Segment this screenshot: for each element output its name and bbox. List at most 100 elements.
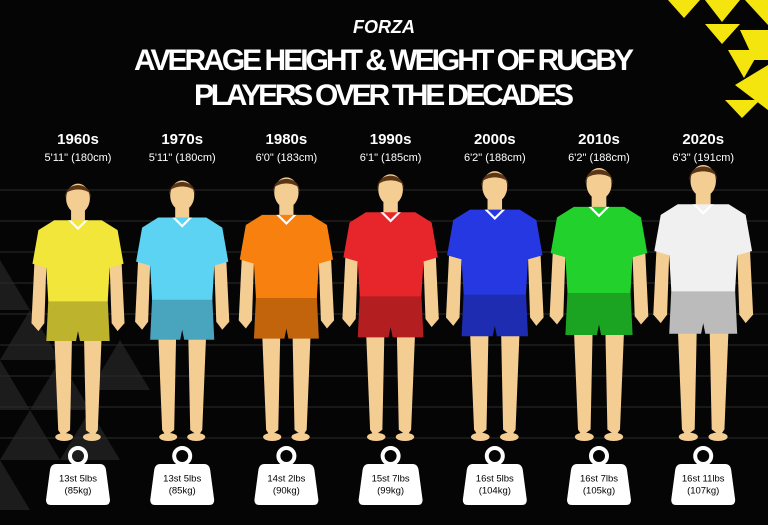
player: 1960s 5'11" (180cm) 13st 5lbs(85kg) <box>31 131 125 505</box>
weight-icon: 16st 11lbs(107kg) <box>671 446 736 505</box>
foot <box>187 432 206 442</box>
weight-metric-label: (99kg) <box>377 486 404 497</box>
foot <box>291 432 310 442</box>
arm <box>528 253 544 326</box>
hair <box>377 175 404 190</box>
decade-label: 1960s <box>57 131 99 148</box>
weight-body <box>46 464 110 505</box>
leg <box>501 327 520 436</box>
shorts <box>669 289 738 334</box>
hair <box>585 169 613 184</box>
arm <box>549 251 566 325</box>
arm <box>318 257 335 329</box>
jersey <box>343 212 438 297</box>
height-label: 6'2" (188cm) <box>464 152 526 164</box>
foot <box>604 432 624 442</box>
head <box>482 171 508 203</box>
weight-icon: 15st 7lbs(99kg) <box>358 446 423 505</box>
arm <box>446 253 462 326</box>
weight-body <box>358 464 423 505</box>
weight-label: 13st 5lbs <box>163 474 201 485</box>
weight-icon: 16st 5lbs(104kg) <box>462 446 527 505</box>
player: 1980s 6'0" (183cm) 14st 2lbs(90kg) <box>238 131 335 505</box>
jersey <box>654 204 753 292</box>
player-figure <box>549 168 649 442</box>
head <box>274 177 299 208</box>
foot <box>574 432 594 442</box>
leg <box>158 331 177 436</box>
player-figure <box>135 180 230 442</box>
weight-icon: 13st 5lbs(85kg) <box>150 446 215 505</box>
decade-label: 1990s <box>370 131 412 148</box>
jersey <box>550 206 648 293</box>
weight-body <box>462 464 527 505</box>
weight-metric-label: (107kg) <box>687 486 719 497</box>
weight-icon: 16st 7lbs(105kg) <box>567 446 631 505</box>
weight-label: 16st 11lbs <box>682 474 725 485</box>
height-label: 6'3" (191cm) <box>672 152 734 164</box>
hair <box>273 178 300 193</box>
arm <box>653 248 670 324</box>
leg <box>54 333 73 437</box>
player-figure <box>31 183 125 441</box>
collar <box>588 206 610 218</box>
brand: FORZA <box>353 17 415 37</box>
hair <box>169 181 196 196</box>
leg <box>365 329 385 436</box>
collar <box>484 209 506 220</box>
arm <box>737 248 754 324</box>
leg <box>605 326 625 436</box>
hair <box>65 185 91 199</box>
hair <box>481 172 509 187</box>
weight-label: 13st 5lbs <box>59 474 97 485</box>
head <box>690 164 716 197</box>
player: 2000s 6'2" (188cm) 16st 5lbs(104kg) <box>446 131 544 505</box>
leg <box>262 330 281 436</box>
jersey <box>239 214 334 299</box>
player: 1990s 6'1" (185cm) 15st 7lbs(99kg) <box>342 131 439 505</box>
arm <box>238 257 254 329</box>
leg <box>188 331 207 436</box>
player: 1970s 5'11" (180cm) 13st 5lbs(85kg) <box>135 131 230 505</box>
height-label: 6'2" (188cm) <box>568 152 630 164</box>
weight-metric-label: (105kg) <box>583 486 615 497</box>
height-label: 5'11" (180cm) <box>149 152 216 164</box>
height-label: 6'1" (185cm) <box>360 152 422 164</box>
head <box>170 180 195 211</box>
arm <box>31 261 47 332</box>
shorts <box>150 297 215 340</box>
height-label: 5'11" (180cm) <box>45 152 112 164</box>
weight-body <box>150 464 215 505</box>
shorts <box>253 296 319 339</box>
foot <box>367 432 386 442</box>
corner-triangles <box>668 0 768 118</box>
foot <box>159 432 178 442</box>
leg <box>573 326 593 436</box>
leg <box>677 325 697 436</box>
foot <box>708 432 728 442</box>
player-figure <box>446 171 544 442</box>
shorts <box>565 290 633 335</box>
leg <box>469 327 489 436</box>
height-label: 6'0" (183cm) <box>256 152 318 164</box>
arm <box>342 255 358 328</box>
shorts <box>357 294 424 338</box>
decade-label: 2000s <box>474 131 516 148</box>
weight-icon: 13st 5lbs(85kg) <box>46 446 110 505</box>
title-line: PLAYERS OVER THE DECADES <box>194 79 574 112</box>
decade-label: 2020s <box>682 131 724 148</box>
weight-body <box>567 464 631 505</box>
weight-body <box>671 464 736 505</box>
jersey <box>32 220 124 302</box>
shorts <box>461 292 529 337</box>
weight-metric-label: (85kg) <box>65 486 92 497</box>
leg <box>709 325 729 436</box>
head <box>586 168 612 200</box>
collar <box>276 214 297 226</box>
jersey <box>136 217 229 300</box>
arm <box>109 261 125 332</box>
player-figure <box>653 164 754 442</box>
leg <box>396 329 416 436</box>
